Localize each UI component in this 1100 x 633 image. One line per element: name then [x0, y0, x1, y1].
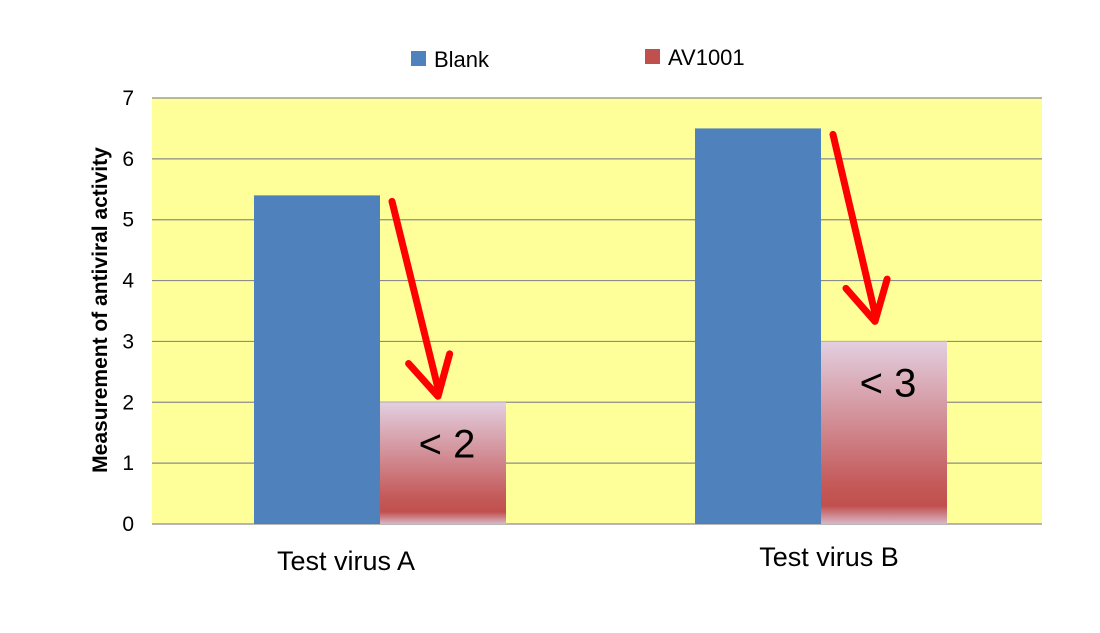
- y-axis-label: Measurement of antiviral activity: [89, 147, 112, 473]
- bar-blank: [695, 128, 821, 524]
- x-tick-labels: Test virus A Test virus B: [277, 542, 899, 576]
- legend-label: Blank: [434, 47, 490, 72]
- legend-swatch: [645, 49, 660, 64]
- bar-av1001: [821, 341, 947, 524]
- arrow-shaft: [829, 130, 879, 317]
- y-tick-label: 7: [122, 87, 134, 110]
- legend-swatch: [411, 51, 426, 66]
- legend-label: AV1001: [668, 45, 745, 70]
- data-labels: < 2 < 3: [419, 361, 917, 466]
- y-tick-label: 1: [122, 452, 134, 475]
- x-category-label: Test virus A: [277, 546, 415, 576]
- bar-blank: [254, 195, 380, 524]
- y-tick-label: 0: [122, 513, 134, 536]
- arrow-shaft: [388, 197, 442, 392]
- y-tick-label: 5: [122, 209, 134, 232]
- y-tick-label: 4: [122, 270, 134, 293]
- x-category-label: Test virus B: [759, 542, 899, 572]
- bar-av1001: [380, 402, 506, 524]
- bars-layer: [254, 128, 947, 524]
- arrows-layer: [388, 130, 891, 400]
- y-tick-label: 3: [122, 330, 134, 353]
- y-tick-label: 2: [122, 391, 134, 414]
- y-tick-label: 6: [122, 148, 134, 171]
- data-label: < 2: [419, 422, 476, 466]
- legend: Blank AV1001: [411, 45, 745, 72]
- arrow-head: [842, 275, 891, 325]
- y-tick-labels: 0 1 2 3 4 5 6 7: [122, 87, 134, 536]
- arrow-head: [405, 350, 454, 400]
- data-label: < 3: [860, 361, 917, 405]
